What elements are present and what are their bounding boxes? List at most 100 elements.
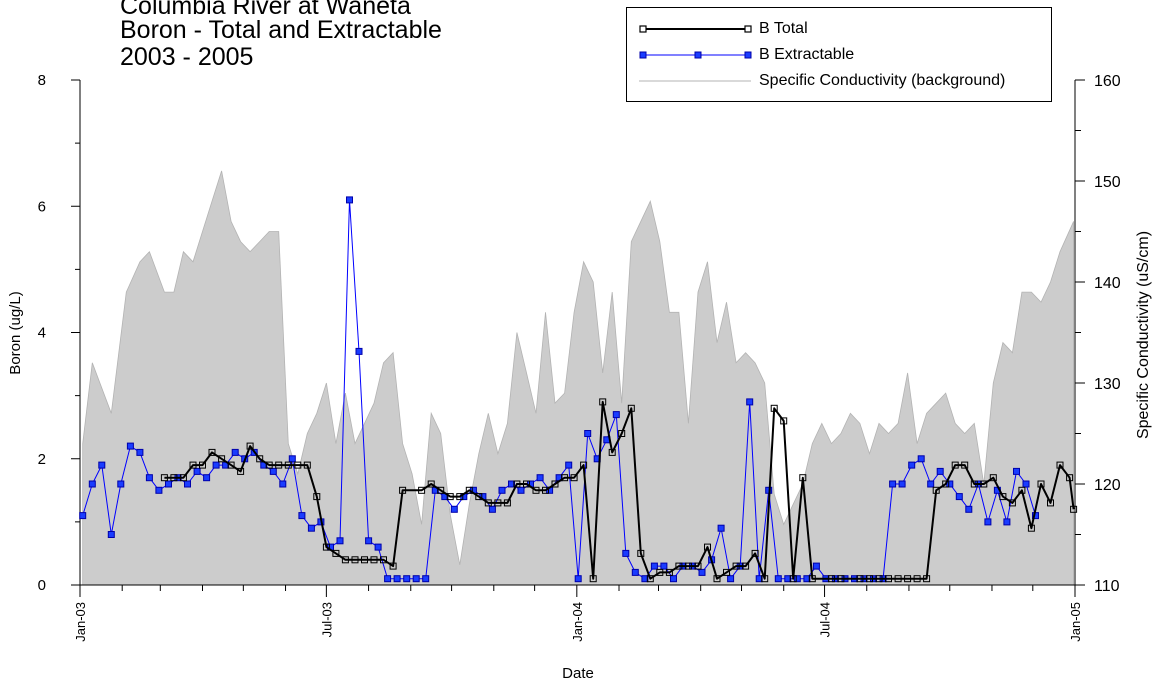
total-point [875, 575, 883, 583]
total-point [341, 556, 349, 564]
total-point [885, 575, 892, 583]
total-point [1018, 486, 1026, 494]
total-point [570, 474, 578, 482]
y-left-tick-label: 6 [38, 198, 46, 215]
total-point [475, 493, 483, 501]
total-point [989, 474, 997, 482]
extractable-point [727, 575, 735, 583]
legend-conductivity-symbol [639, 80, 751, 82]
extractable-point [336, 537, 344, 545]
y-left-tick-label: 4 [38, 325, 46, 342]
total-point [1056, 461, 1064, 469]
total-point [160, 474, 168, 482]
extractable-point [584, 430, 592, 437]
extractable-point [717, 524, 725, 532]
total-point [494, 499, 502, 507]
extractable-point [917, 455, 925, 463]
legend-conductivity-label: Specific Conductivity (background) [759, 72, 1006, 89]
y-axis-left-label: Boron (ug/L) [7, 291, 24, 374]
extractable-point [79, 512, 87, 520]
extractable-point [117, 480, 125, 488]
total-point [665, 568, 673, 576]
total-point [942, 480, 950, 488]
extractable-point [126, 442, 134, 450]
total-point [456, 493, 464, 501]
chart-title-line2: Boron - Total and Extractable [120, 16, 442, 44]
y-right-tick-label: 130 [1094, 376, 1121, 393]
y-right-tick-label: 150 [1094, 174, 1121, 191]
total-point [532, 486, 540, 494]
total-point [980, 480, 988, 488]
extractable-point [1022, 480, 1030, 488]
extractable-point [1003, 518, 1011, 526]
total-point [227, 461, 235, 469]
extractable-point [927, 480, 935, 488]
extractable-point [107, 531, 115, 538]
total-point [294, 461, 302, 469]
total-point [1070, 505, 1078, 513]
extractable-point [889, 480, 897, 488]
total-point [322, 543, 330, 551]
total-point [218, 455, 226, 463]
extractable-point [288, 455, 296, 463]
extractable-point [393, 575, 401, 583]
total-point [923, 575, 931, 583]
total-point [465, 486, 473, 494]
total-point [732, 562, 740, 570]
total-point [265, 461, 273, 469]
total-point [961, 461, 969, 469]
total-point [646, 575, 654, 583]
extractable-point [812, 562, 820, 570]
total-point [542, 486, 549, 494]
extractable-point [384, 575, 392, 583]
extractable-point [622, 549, 630, 557]
total-line [164, 400, 1075, 580]
x-axis-label: Date [562, 665, 594, 681]
total-point [313, 493, 321, 501]
total-point [894, 575, 902, 583]
extractable-point [422, 575, 430, 583]
total-point [970, 480, 978, 488]
total-point [580, 461, 588, 469]
total-point [523, 480, 530, 488]
total-point [256, 455, 264, 463]
y-left-tick-label: 8 [38, 72, 46, 89]
total-point [951, 461, 959, 469]
total-point [856, 575, 864, 583]
total-point [380, 556, 387, 564]
legend-item-conductivity: Specific Conductivity (background) [627, 70, 1051, 92]
total-point [637, 549, 645, 557]
conductivity-area-fill [82, 170, 1074, 586]
extractable-point [184, 480, 191, 488]
total-point [418, 486, 426, 494]
total-point [446, 493, 454, 501]
total-point [723, 568, 730, 576]
x-tick-label: Jul-04 [818, 602, 833, 637]
total-point [399, 486, 407, 494]
extractable-point [298, 512, 306, 520]
y-left-tick-label: 2 [38, 451, 46, 468]
total-point [999, 493, 1007, 501]
total-point [684, 562, 692, 570]
total-point [208, 448, 216, 456]
extractable-point [565, 461, 573, 469]
total-point [837, 575, 845, 583]
x-tick-label: Jul-03 [319, 602, 334, 637]
extractable-point [536, 474, 544, 482]
total-point [751, 549, 759, 557]
total-point [780, 417, 788, 425]
extractable-point [403, 575, 411, 583]
x-tick-label: Jan-04 [570, 602, 585, 642]
extractable-point [670, 575, 677, 583]
total-point [484, 499, 492, 507]
chart-title-line1: Columbia River at Waneta [120, 0, 411, 20]
extractable-point [1013, 467, 1020, 475]
total-point [827, 575, 835, 583]
total-point [561, 474, 569, 482]
total-point [189, 461, 197, 469]
extractable-point [355, 347, 363, 355]
total-point [370, 556, 378, 564]
conductivity-area [82, 170, 1074, 586]
y-right-tick-label: 140 [1094, 275, 1121, 292]
